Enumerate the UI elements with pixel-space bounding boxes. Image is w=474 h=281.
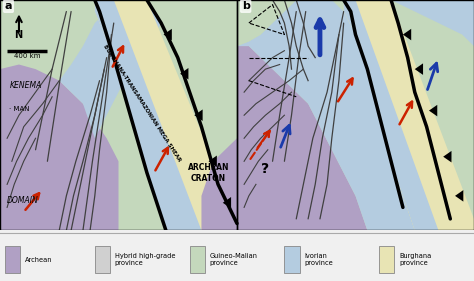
Text: 400 km: 400 km	[14, 53, 40, 59]
Polygon shape	[180, 68, 188, 80]
FancyBboxPatch shape	[379, 246, 394, 273]
Polygon shape	[194, 110, 202, 121]
Text: ARCHEAN
CRATON: ARCHEAN CRATON	[188, 163, 229, 183]
Polygon shape	[237, 46, 367, 230]
Polygon shape	[415, 64, 423, 75]
Polygon shape	[0, 0, 237, 230]
Polygon shape	[403, 29, 411, 40]
Polygon shape	[95, 0, 201, 230]
Polygon shape	[223, 197, 231, 209]
Text: BURGHANA-TRANSAMAZONIAN MEGA SHEAR: BURGHANA-TRANSAMAZONIAN MEGA SHEAR	[102, 44, 182, 163]
Polygon shape	[344, 0, 474, 230]
Text: ?: ?	[261, 162, 269, 176]
FancyBboxPatch shape	[284, 246, 300, 273]
FancyBboxPatch shape	[95, 246, 110, 273]
FancyBboxPatch shape	[5, 246, 20, 273]
Polygon shape	[237, 0, 474, 230]
Text: Archean: Archean	[25, 257, 52, 262]
Polygon shape	[237, 0, 415, 230]
Polygon shape	[344, 0, 438, 230]
Polygon shape	[0, 65, 118, 230]
Polygon shape	[164, 29, 172, 40]
Polygon shape	[443, 151, 451, 162]
Polygon shape	[429, 105, 438, 116]
Text: b: b	[242, 1, 250, 11]
FancyBboxPatch shape	[190, 246, 205, 273]
Polygon shape	[237, 0, 296, 46]
Text: DOMAIN: DOMAIN	[7, 196, 39, 205]
Text: Guineo-Malian
province: Guineo-Malian province	[210, 253, 257, 266]
Polygon shape	[201, 138, 237, 230]
Text: a: a	[5, 1, 12, 11]
Text: · MAN: · MAN	[9, 106, 30, 112]
Polygon shape	[391, 0, 474, 46]
Text: Ivorian
province: Ivorian province	[304, 253, 333, 266]
Polygon shape	[59, 0, 161, 138]
Text: N: N	[14, 30, 22, 40]
Text: Hybrid high-grade
province: Hybrid high-grade province	[115, 253, 175, 266]
Text: Burghana
province: Burghana province	[399, 253, 431, 266]
Polygon shape	[455, 190, 464, 202]
Polygon shape	[209, 156, 217, 167]
Text: KENEMA: KENEMA	[9, 81, 42, 90]
Polygon shape	[95, 0, 237, 230]
